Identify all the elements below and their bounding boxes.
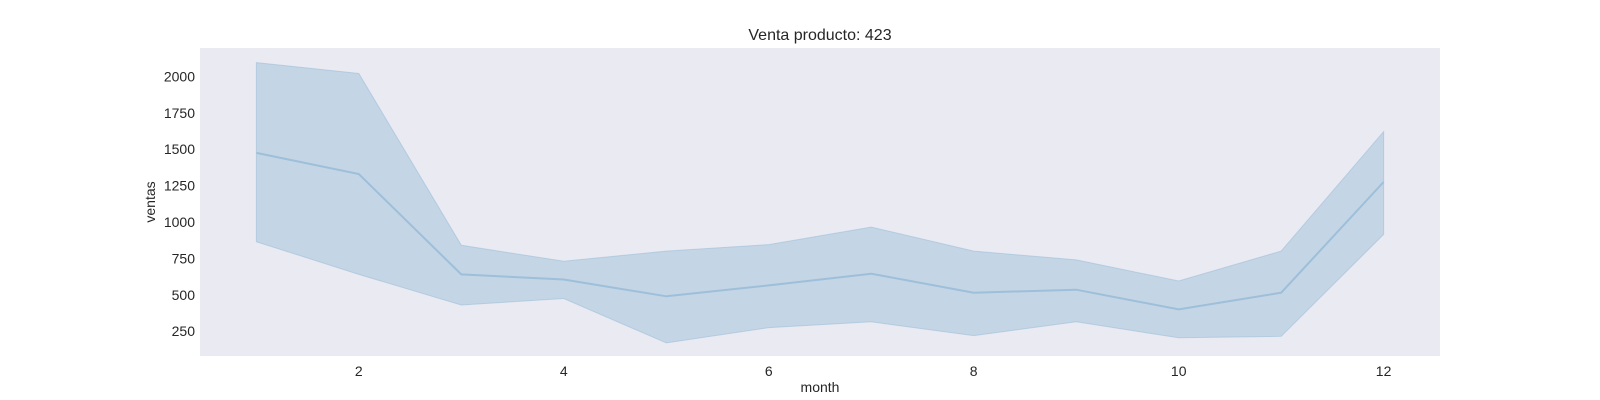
- y-tick-label: 1250: [164, 178, 195, 194]
- confidence-band: [255, 62, 1385, 344]
- y-tick-label: 250: [172, 323, 196, 339]
- y-tick-label: 750: [172, 250, 196, 266]
- chart-title: Venta producto: 423: [748, 27, 891, 44]
- x-axis-label: month: [801, 379, 840, 395]
- y-axis-label: ventas: [142, 181, 158, 222]
- x-tick-label: 6: [765, 363, 773, 379]
- y-tick-label: 1750: [164, 105, 195, 121]
- y-tick-label: 500: [172, 287, 196, 303]
- x-tick-label: 8: [970, 363, 978, 379]
- series-line-layer: [256, 151, 1385, 311]
- x-tick-labels: 2 4 6 8 10 12: [355, 363, 1392, 379]
- x-tick-label: 4: [560, 363, 568, 379]
- y-tick-label: 2000: [164, 68, 195, 84]
- confidence-band-layer: [255, 62, 1385, 344]
- x-tick-label: 12: [1376, 363, 1392, 379]
- y-tick-label: 1000: [164, 214, 195, 230]
- x-tick-label: 2: [355, 363, 363, 379]
- x-tick-label: 10: [1171, 363, 1187, 379]
- y-tick-labels: 250 500 750 1000 1250 1500 1750 2000: [164, 68, 195, 339]
- y-tick-label: 1500: [164, 141, 195, 157]
- series-line: [256, 151, 1385, 311]
